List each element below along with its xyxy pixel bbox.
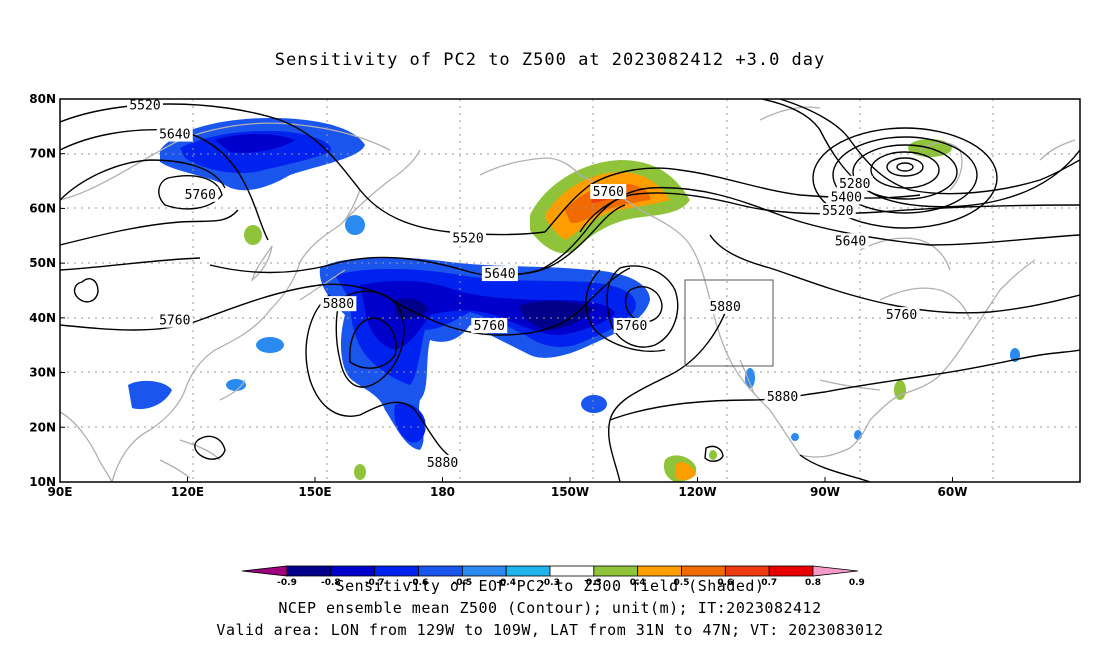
contour-label-bg xyxy=(832,233,869,249)
colorbar-label: 0.7 xyxy=(761,578,777,588)
colorbar-label: 0.3 xyxy=(586,578,602,588)
colorbar-label: -0.6 xyxy=(409,578,429,588)
valid-area-box xyxy=(684,279,774,367)
contour-label-bg xyxy=(883,307,920,323)
colorbar-box xyxy=(286,565,332,577)
contour-labels: 5520 5640 5760 5760 5880 5880 5520 5640 5760 5760… xyxy=(127,97,920,471)
colorbar-label: 0.6 xyxy=(717,578,733,588)
colorbar-box xyxy=(505,565,551,577)
contour-label-bg xyxy=(156,312,193,328)
longitude-ticks: 90E 120E 150E 180 150W 120W 90W 60W xyxy=(48,477,968,499)
contour-label: 5640 xyxy=(159,128,190,143)
lon-tick-label: 90W xyxy=(810,485,840,499)
colorbar-label: -0.5 xyxy=(452,578,472,588)
contour-label-bg xyxy=(613,318,650,334)
colorbar-label: 0.5 xyxy=(674,578,690,588)
contour-label: 5880 xyxy=(427,456,458,471)
caption-line-1: Sensitivity of EOF PC2 to Z500 field (Sh… xyxy=(335,577,765,595)
contour-label-bg xyxy=(182,186,219,202)
contour-label: 5520 xyxy=(452,232,483,247)
colorbar-high-triangle xyxy=(812,565,859,577)
contour-label: 5760 xyxy=(474,319,505,334)
contour-label-bg xyxy=(156,126,193,142)
contour-label-bg xyxy=(819,203,856,219)
colorbar-box xyxy=(681,565,726,577)
lon-tick-label: 60W xyxy=(938,485,968,499)
colorbar-label: 0.4 xyxy=(630,578,646,588)
contour-label-bg xyxy=(590,184,627,200)
contour-label-bg xyxy=(127,97,163,113)
lon-tick-label: 120E xyxy=(171,485,204,499)
contour-label-bg xyxy=(424,454,461,470)
colorbar-box xyxy=(418,565,463,577)
colorbar-label: -0.4 xyxy=(496,578,516,588)
contour-label-bg xyxy=(471,318,508,334)
colorbar-box xyxy=(637,565,682,577)
contour-label-bg xyxy=(828,189,865,205)
lon-tick-label: 150W xyxy=(551,485,589,499)
contour-label: 5760 xyxy=(159,314,190,329)
colorbar-box xyxy=(768,565,814,577)
lon-tick-label: 120W xyxy=(678,485,716,499)
contour-label: 5760 xyxy=(616,319,647,334)
colorbar-box xyxy=(330,565,376,577)
colorbar-label: -0.3 xyxy=(540,578,560,588)
colorbar-box xyxy=(593,565,639,577)
lon-tick-label: 90E xyxy=(48,485,73,499)
lat-tick-label: 70N xyxy=(29,147,56,161)
lat-tick-label: 20N xyxy=(29,420,56,434)
colorbar-label: -0.8 xyxy=(321,578,341,588)
lon-tick-label: 150E xyxy=(298,485,331,499)
lat-tick-label: 60N xyxy=(29,201,56,215)
lat-tick-label: 50N xyxy=(29,256,56,270)
contour-label: 5640 xyxy=(484,267,515,282)
contour-label-bg xyxy=(450,230,486,246)
colorbar-label: 0.8 xyxy=(805,578,821,588)
contour-label: 5400 xyxy=(831,190,862,205)
map-title: Sensitivity of PC2 to Z500 at 2023082412… xyxy=(274,50,826,70)
lon-tick-label: 180 xyxy=(430,485,455,499)
colorbar-box xyxy=(461,565,507,577)
contour-label: 5760 xyxy=(886,308,917,323)
colorbar-label: -0.7 xyxy=(365,578,385,588)
contour-label-bg xyxy=(836,175,873,191)
contour-label-bg xyxy=(764,389,801,405)
contour-label-bg xyxy=(481,266,518,282)
lat-tick-label: 80N xyxy=(29,92,56,106)
colorbar: -0.9 -0.8 -0.7 -0.6 -0.5 -0.4 -0.3 0.3 0.4 0.5 0.6… xyxy=(241,565,865,588)
caption-line-3: Valid area: LON from 129W to 109W, LAT f… xyxy=(216,621,884,639)
contour-label: 5280 xyxy=(839,177,870,192)
contour-label: 5880 xyxy=(709,300,740,315)
latitude-ticks: 80N 70N 60N 50N 40N 30N 20N 10N xyxy=(29,92,65,489)
contour-label: 5520 xyxy=(129,99,160,114)
colorbar-box xyxy=(724,565,770,577)
contour-label-bg xyxy=(320,296,357,312)
colorbar-label: 0.9 xyxy=(849,578,865,588)
contour-label: 5520 xyxy=(822,204,853,219)
colorbar-box xyxy=(549,565,595,577)
contour-label: 5640 xyxy=(835,234,866,249)
contour-label: 5880 xyxy=(767,390,798,405)
colorbar-label: -0.9 xyxy=(277,578,297,588)
grid-lines xyxy=(60,99,1080,482)
contour-label-bg xyxy=(707,298,744,314)
colorbar-box xyxy=(374,565,419,577)
colorbar-low-triangle xyxy=(241,565,288,577)
contour-label: 5880 xyxy=(323,297,354,312)
contour-label: 5760 xyxy=(593,185,624,200)
contour-label: 5760 xyxy=(185,188,216,203)
lat-tick-label: 10N xyxy=(29,475,56,489)
lat-tick-label: 40N xyxy=(29,311,56,325)
lat-tick-label: 30N xyxy=(29,366,56,380)
caption-line-2: NCEP ensemble mean Z500 (Contour); unit(… xyxy=(278,599,822,617)
